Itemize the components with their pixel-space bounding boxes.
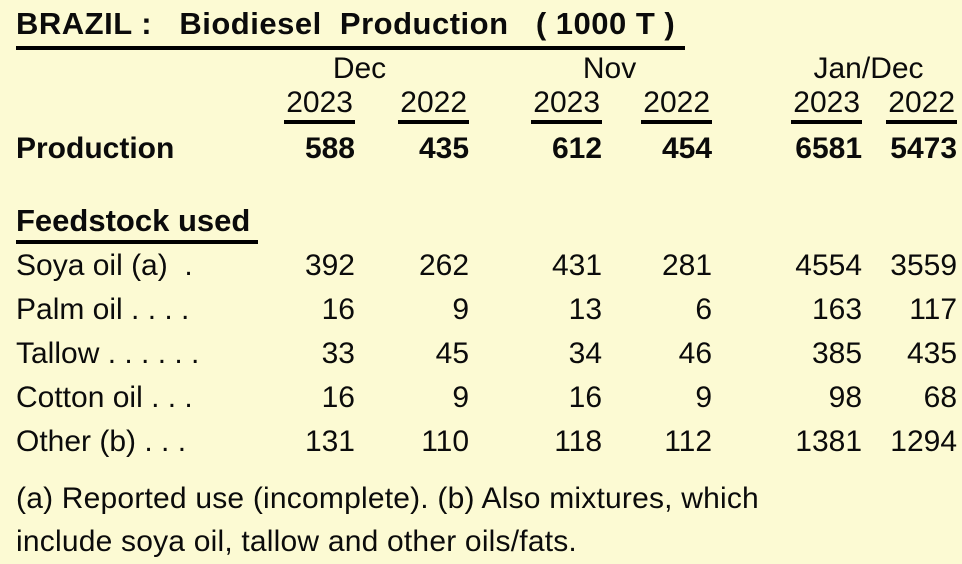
feedstock-value: 281 (661, 249, 713, 282)
period-header-spacer (16, 50, 278, 86)
period-header-dec: Dec (332, 52, 387, 85)
production-value-jandec-2022: 5473 (890, 132, 958, 165)
feedstock-value: 117 (909, 293, 958, 326)
section-heading-cell: Feedstock used (16, 198, 957, 244)
feedstock-value: 34 (568, 337, 603, 370)
feedstock-row-tallow: Tallow . . . . . . 33 45 34 46 385 435 (16, 332, 957, 376)
feedstock-value: 9 (695, 381, 713, 414)
feedstock-value: 392 (304, 249, 355, 282)
feedstock-row-cotton-oil: Cotton oil . . . 16 9 16 9 98 68 (16, 376, 957, 420)
feedstock-value: 1381 (795, 425, 863, 458)
feedstock-value: 1294 (890, 425, 958, 458)
production-value-dec-2023: 588 (304, 132, 355, 165)
feedstock-value: 110 (421, 425, 470, 458)
period-header-nov-cell: Nov (469, 50, 712, 86)
production-value-nov-2023: 612 (551, 132, 603, 165)
spacer-row (16, 172, 957, 198)
page-title: BRAZIL : Biodiesel Production ( 1000 T ) (16, 6, 686, 50)
feedstock-value: 9 (452, 293, 470, 326)
feedstock-value: 45 (435, 337, 470, 370)
year-header-cell: 2022 (355, 86, 470, 124)
year-header-cell: 2022 (602, 86, 713, 124)
period-header-jandec-cell: Jan/Dec (712, 50, 957, 86)
feedstock-value: 16 (321, 293, 355, 326)
feedstock-value: 98 (828, 381, 863, 414)
feedstock-label: Soya oil (a) . (16, 249, 193, 282)
year-header-row: 2023 2022 2023 2022 2023 2022 (16, 86, 958, 124)
feedstock-value: 68 (923, 381, 958, 414)
feedstock-value: 46 (678, 337, 713, 370)
feedstock-label: Cotton oil . . . (16, 381, 193, 414)
year-header-spacer (16, 86, 278, 124)
feedstock-value: 13 (568, 293, 603, 326)
production-table: Dec Nov Jan/Dec 2023 2022 2023 2022 2023… (16, 50, 958, 464)
feedstock-label: Other (b) . . . (16, 425, 187, 458)
feedstock-value: 3559 (890, 249, 958, 282)
year-header-nov-2023: 2023 (531, 87, 603, 124)
feedstock-value: 163 (811, 293, 863, 326)
feedstock-value: 435 (906, 337, 958, 370)
feedstock-value: 4554 (795, 249, 863, 282)
year-header-cell: 2023 (278, 86, 355, 124)
footnote-line-1: (a) Reported use (incomplete). (b) Also … (16, 482, 759, 515)
feedstock-row-other: Other (b) . . . 131 110 118 112 1381 129… (16, 420, 957, 464)
section-heading-row: Feedstock used (16, 198, 957, 244)
feedstock-value: 118 (554, 425, 603, 458)
feedstock-value: 112 (664, 425, 713, 458)
feedstock-row-palm-oil: Palm oil . . . . 16 9 13 6 163 117 (16, 288, 957, 332)
year-header-dec-2022: 2022 (398, 87, 470, 124)
production-row: Production 588 435 612 454 6581 5473 (16, 124, 957, 172)
year-header-cell: 2023 (469, 86, 603, 124)
year-header-jandec-2023: 2023 (791, 87, 863, 124)
period-header-jandec: Jan/Dec (813, 52, 924, 85)
feedstock-value: 6 (695, 293, 713, 326)
footnote-line-2: include soya oil, tallow and other oils/… (16, 525, 577, 558)
feedstock-value: 431 (551, 249, 603, 282)
production-value-nov-2022: 454 (661, 132, 713, 165)
feedstock-value: 16 (321, 381, 355, 414)
feedstock-value: 33 (321, 337, 355, 370)
feedstock-label: Palm oil . . . . (16, 293, 190, 326)
period-header-dec-cell: Dec (278, 50, 469, 86)
year-header-nov-2022: 2022 (641, 87, 713, 124)
production-value-jandec-2023: 6581 (795, 132, 863, 165)
period-header-nov: Nov (582, 52, 637, 85)
feedstock-value: 262 (418, 249, 470, 282)
feedstock-value: 9 (452, 381, 470, 414)
feedstock-row-soya-oil: Soya oil (a) . 392 262 431 281 4554 3559 (16, 244, 957, 288)
feedstock-value: 16 (568, 381, 603, 414)
section-heading-feedstock-used: Feedstock used (16, 204, 259, 244)
feedstock-value: 385 (811, 337, 863, 370)
year-header-cell: 2022 (862, 86, 958, 124)
feedstock-value: 131 (304, 425, 355, 458)
footnote: (a) Reported use (incomplete). (b) Also … (16, 477, 962, 563)
production-value-dec-2022: 435 (418, 132, 470, 165)
year-header-cell: 2023 (712, 86, 863, 124)
year-header-dec-2023: 2023 (284, 87, 355, 124)
feedstock-label: Tallow . . . . . . (16, 337, 200, 370)
year-header-jandec-2022: 2022 (886, 87, 958, 124)
production-row-label: Production (16, 132, 175, 165)
period-header-row: Dec Nov Jan/Dec (16, 50, 957, 86)
